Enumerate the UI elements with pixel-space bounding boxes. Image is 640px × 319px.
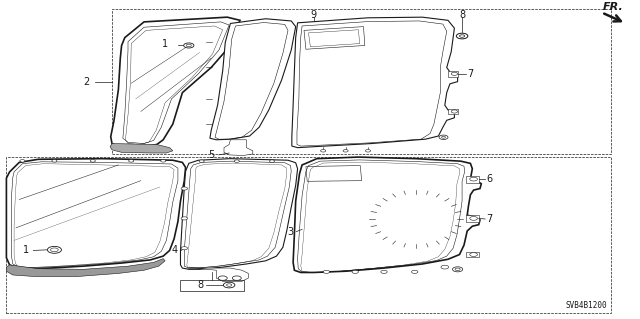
Text: 1: 1 (162, 39, 168, 49)
Circle shape (218, 276, 227, 280)
Circle shape (234, 160, 239, 162)
Circle shape (452, 267, 463, 272)
Circle shape (199, 160, 204, 162)
Circle shape (129, 160, 134, 162)
Circle shape (470, 217, 477, 220)
Text: 4: 4 (172, 245, 178, 256)
Polygon shape (6, 159, 186, 269)
Circle shape (442, 136, 445, 138)
Circle shape (181, 247, 188, 250)
Polygon shape (110, 144, 173, 153)
Circle shape (412, 270, 418, 273)
Circle shape (223, 282, 235, 288)
Polygon shape (224, 140, 253, 155)
Polygon shape (293, 157, 481, 272)
Polygon shape (111, 17, 240, 148)
Ellipse shape (403, 211, 429, 227)
Polygon shape (466, 176, 479, 182)
Circle shape (161, 160, 166, 162)
Circle shape (352, 270, 358, 273)
Polygon shape (448, 71, 458, 77)
Circle shape (184, 43, 194, 48)
Text: 1: 1 (22, 245, 29, 256)
Text: SVB4B1200: SVB4B1200 (565, 301, 607, 310)
Polygon shape (6, 259, 165, 277)
Circle shape (181, 187, 188, 190)
Circle shape (451, 72, 458, 75)
Polygon shape (466, 215, 479, 221)
Circle shape (470, 177, 477, 181)
Text: 8: 8 (459, 10, 465, 20)
Circle shape (52, 160, 57, 162)
Text: 7: 7 (467, 69, 474, 79)
Circle shape (232, 276, 241, 280)
Circle shape (51, 248, 58, 252)
Circle shape (456, 33, 468, 39)
Polygon shape (189, 267, 248, 281)
Text: 6: 6 (486, 174, 493, 184)
Circle shape (451, 110, 458, 113)
Circle shape (269, 160, 275, 162)
Circle shape (47, 246, 61, 253)
Circle shape (381, 270, 387, 273)
Circle shape (323, 270, 330, 273)
Circle shape (460, 35, 465, 37)
Text: FR.: FR. (603, 2, 623, 11)
Polygon shape (292, 17, 458, 148)
Polygon shape (466, 252, 479, 257)
Circle shape (343, 150, 348, 152)
Polygon shape (448, 109, 458, 114)
Circle shape (365, 150, 371, 152)
Text: 3: 3 (287, 226, 293, 237)
Text: 7: 7 (486, 214, 493, 224)
Text: 5: 5 (208, 150, 214, 160)
Text: 8: 8 (197, 280, 204, 290)
Circle shape (90, 160, 95, 162)
Circle shape (20, 160, 25, 162)
Circle shape (181, 217, 188, 220)
Text: 9: 9 (310, 10, 317, 20)
Polygon shape (180, 159, 298, 269)
Circle shape (455, 268, 460, 271)
Circle shape (441, 265, 449, 269)
Polygon shape (210, 19, 296, 140)
Circle shape (227, 284, 232, 286)
Circle shape (321, 150, 326, 152)
Text: 2: 2 (83, 77, 90, 87)
Circle shape (186, 44, 191, 47)
Circle shape (470, 253, 477, 256)
Circle shape (439, 135, 448, 139)
